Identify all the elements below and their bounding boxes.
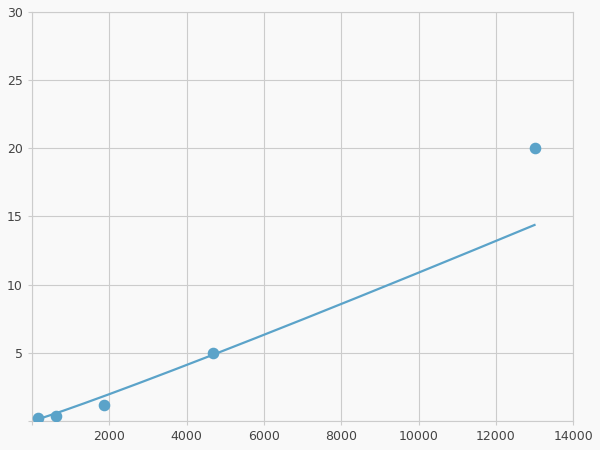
Point <box>208 349 218 356</box>
Point <box>33 415 43 422</box>
Point <box>100 401 109 408</box>
Point <box>51 412 61 419</box>
Point <box>530 145 539 152</box>
